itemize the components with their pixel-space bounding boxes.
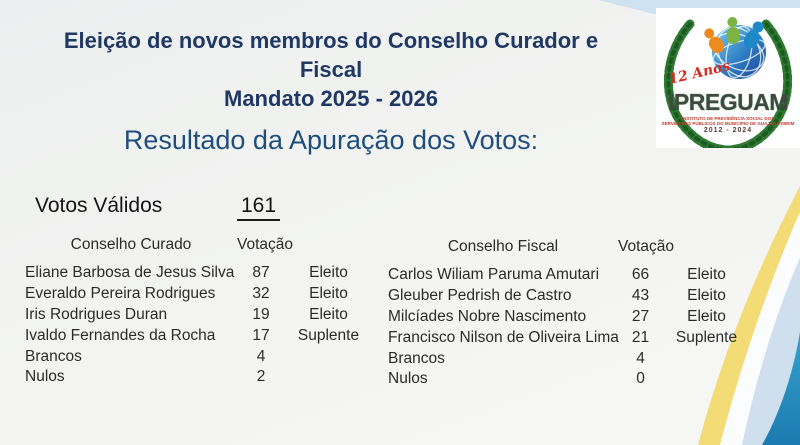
status-label: Suplente	[675, 328, 738, 346]
status-label: Suplente	[297, 326, 360, 344]
votes-count: 19	[252, 305, 270, 323]
logo-artwork	[663, 17, 793, 148]
table-row: Everaldo Pereira Rodrigues 32 Eleito	[25, 284, 372, 305]
slide-title: Eleição de novos membros do Conselho Cur…	[0, 26, 662, 113]
status-label: Eleito	[309, 305, 348, 323]
logo-years-text: 2012 - 2024	[703, 127, 753, 134]
logo-name-text: IPREGUAM	[668, 89, 788, 115]
column-header-votes: Votação	[618, 238, 675, 255]
table-conselho-fiscal: Conselho Fiscal Votação Carlos Wiliam Pa…	[388, 238, 750, 390]
table-row: Francisco Nilson de Oliveira Lima 21 Sup…	[388, 327, 750, 348]
candidate-name: Brancos	[25, 347, 82, 365]
table-conselho-curador: Conselho Curado Votação Eliane Barbosa d…	[25, 236, 372, 388]
votes-count: 4	[256, 347, 266, 365]
votes-count: 87	[252, 264, 270, 282]
valid-votes-value: 161	[237, 194, 281, 221]
column-header-name: Conselho Fiscal	[447, 238, 559, 255]
table-row: Nulos 0	[388, 369, 750, 390]
table-row: Carlos Wiliam Paruma Amutari 66 Eleito	[388, 265, 750, 286]
candidate-name: Ivaldo Fernandes da Rocha	[25, 326, 216, 344]
candidate-name: Everaldo Pereira Rodrigues	[25, 285, 216, 303]
table-row: Eliane Barbosa de Jesus Silva 87 Eleito	[25, 263, 372, 284]
candidate-name: Brancos	[388, 349, 445, 367]
votes-count: 43	[631, 287, 650, 305]
table-row: Gleuber Pedrish de Castro 43 Eleito	[388, 286, 750, 307]
people-icons	[704, 17, 764, 54]
ipreguam-logo: 12 Anos IPREGUAM INSTITUTO DE PREVIDÊNCI…	[656, 8, 800, 148]
status-label: Eleito	[309, 264, 348, 282]
votes-count: 4	[636, 349, 645, 367]
title-line-3: Mandato 2025 - 2026	[224, 86, 438, 111]
votes-count: 27	[631, 307, 650, 325]
title-line-2: Fiscal	[299, 57, 363, 82]
votes-count: 2	[256, 368, 266, 386]
column-header-votes: Votação	[237, 236, 294, 253]
column-header-name: Conselho Curado	[70, 236, 192, 253]
status-label: Eleito	[687, 266, 726, 284]
title-line-1: Eleição de novos membros do Conselho Cur…	[63, 28, 599, 53]
white-curve-band	[718, 212, 800, 445]
table-row: Brancos 4	[25, 346, 372, 367]
candidate-name: Eliane Barbosa de Jesus Silva	[25, 264, 235, 282]
slide-subtitle: Resultado da Apuração dos Votos:	[123, 125, 539, 155]
votes-count: 21	[631, 328, 650, 346]
table-row: Brancos 4	[388, 348, 750, 369]
valid-votes-line: Votos Válidos 161	[35, 194, 281, 221]
status-label: Eleito	[687, 287, 726, 305]
candidate-name: Nulos	[25, 368, 65, 386]
candidate-name: Francisco Nilson de Oliveira Lima	[388, 328, 619, 346]
table-row: Nulos 2	[25, 367, 372, 388]
votes-count: 66	[631, 266, 650, 284]
candidate-name: Nulos	[388, 370, 428, 388]
candidate-name: Gleuber Pedrish de Castro	[388, 287, 572, 305]
table-row: Ivaldo Fernandes da Rocha 17 Suplente	[25, 325, 372, 346]
table-row: Iris Rodrigues Duran 19 Eleito	[25, 305, 372, 326]
candidate-name: Iris Rodrigues Duran	[25, 305, 168, 323]
table-header: Conselho Curado Votação	[25, 236, 372, 254]
yellow-curve-band	[698, 186, 800, 445]
status-label: Eleito	[687, 307, 726, 325]
laurel-wreath-icon	[663, 19, 793, 148]
votes-count: 17	[252, 326, 270, 344]
candidate-name: Milcíades Nobre Nascimento	[388, 307, 587, 325]
candidate-name: Carlos Wiliam Paruma Amutari	[388, 266, 600, 284]
logo-tagline-text: INSTITUTO DE PREVIDÊNCIA SOCIAL DOS SERV…	[661, 116, 795, 126]
votes-count: 32	[252, 285, 270, 303]
table-row: Milcíades Nobre Nascimento 27 Eleito	[388, 307, 750, 328]
table-header: Conselho Fiscal Votação	[388, 238, 750, 256]
status-label: Eleito	[309, 285, 348, 303]
votes-count: 0	[636, 370, 645, 388]
valid-votes-label: Votos Válidos	[35, 194, 163, 217]
blue-corner-shape	[762, 332, 800, 445]
